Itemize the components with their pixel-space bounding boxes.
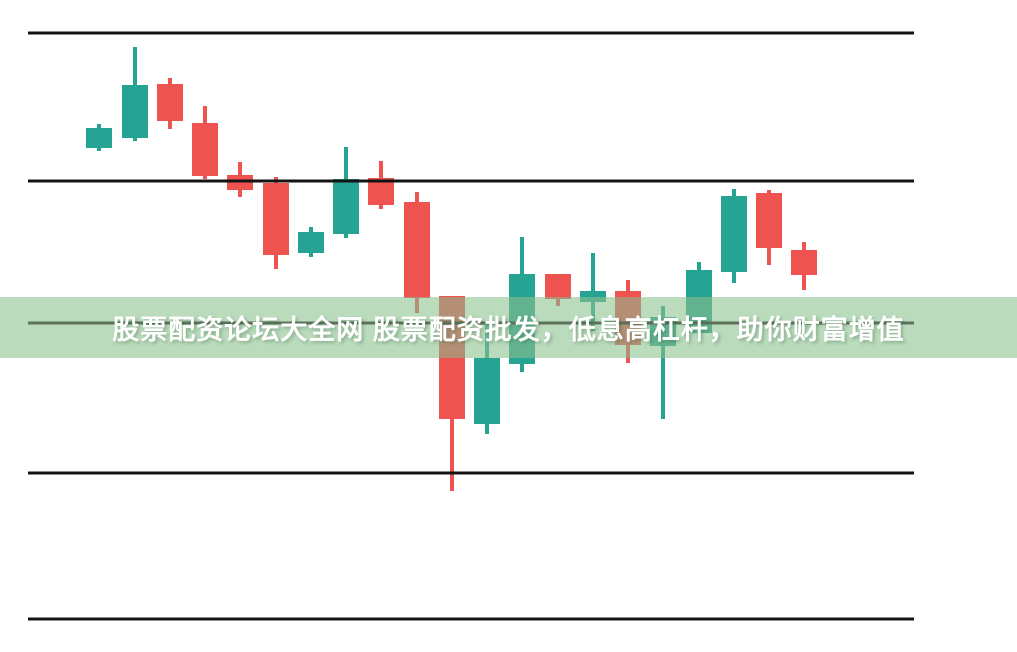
candle-wick-upper [168,78,172,84]
candle-wick-lower [379,205,383,209]
candlestick-up [86,128,112,148]
candle-wick-upper [415,192,419,202]
candle-wick-lower [661,346,665,419]
candle-wick-lower [450,419,454,491]
candlestick-down [615,291,641,345]
candlestick-up [650,317,676,346]
gridline [28,31,914,35]
candle-wick-lower [309,253,313,257]
candle-wick-upper [591,253,595,291]
candle-wick-lower [556,299,560,306]
candle-wick-lower [203,176,207,179]
candle-wick-upper [309,227,313,232]
candle-wick-lower [344,234,348,238]
candle-wick-upper [661,306,665,317]
candlestick-down [439,296,465,419]
candlestick-down [404,202,430,298]
candle-wick-upper [520,237,524,274]
candle-wick-upper [97,124,101,128]
candlestick-down [157,84,183,121]
candle-wick-upper [133,47,137,85]
candle-wick-lower [238,190,242,197]
candlestick-down [263,183,289,255]
candlestick-down [545,274,571,299]
candle-wick-lower [168,121,172,129]
candle-wick-lower [591,302,595,331]
candle-wick-lower [802,275,806,290]
candle-wick-lower [485,424,489,434]
candle-wick-lower [767,248,771,265]
gridline [28,471,914,475]
candlestick-up [474,358,500,424]
candle-wick-lower [732,272,736,283]
candlestick-up [580,291,606,302]
gridline [28,321,914,325]
candlestick-up [721,196,747,272]
candle-wick-lower [274,255,278,269]
candle-wick-upper [344,147,348,179]
candlestick-up [333,179,359,234]
candle-wick-lower [415,298,419,313]
candlestick-up [509,274,535,364]
candle-wick-upper [203,106,207,123]
candle-wick-upper [767,190,771,193]
candle-wick-upper [626,280,630,291]
candlestick-down [192,123,218,176]
candle-wick-lower [697,333,701,338]
candle-wick-lower [520,364,524,372]
candle-wick-upper [238,162,242,175]
candle-wick-lower [97,148,101,151]
candlestick-up [298,232,324,253]
gridline [28,179,914,183]
candle-wick-upper [379,161,383,178]
candlestick-down [791,250,817,275]
candle-wick-lower [133,138,137,141]
candlestick-down [756,193,782,248]
candle-wick-lower [626,345,630,363]
candle-wick-upper [485,324,489,358]
candle-wick-upper [697,262,701,270]
candlestick-up [122,85,148,138]
gridline [28,617,914,621]
candle-wick-upper [802,242,806,250]
candle-wick-upper [732,189,736,196]
